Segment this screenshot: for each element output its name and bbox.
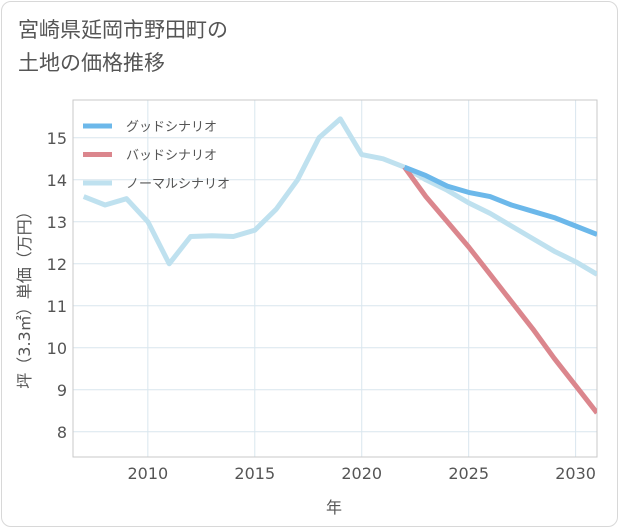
x-axis-label: 年 [326, 498, 342, 517]
x-tick-label: 2015 [234, 464, 275, 483]
x-tick-label: 2025 [448, 464, 489, 483]
legend-label-normal: ノーマルシナリオ [126, 177, 230, 192]
grid-lines [73, 100, 597, 457]
plot-area [72, 99, 598, 458]
series-line-good [403, 164, 597, 237]
chart-title: 宮崎県延岡市野田町の 土地の価格推移 [18, 14, 228, 80]
x-tick-label: 2030 [555, 464, 596, 483]
y-tick-label: 15 [47, 129, 67, 148]
x-tick-label: 2010 [127, 464, 168, 483]
x-axis-ticks: 2010 2015 2020 2025 2030 [127, 464, 595, 483]
y-axis-label: 坪（3.3㎡）単価（万円） [15, 203, 34, 388]
chart-title-line-2: 土地の価格推移 [18, 51, 165, 75]
chart-title-line-1: 宮崎県延岡市野田町の [18, 18, 228, 42]
series-line-bad [402, 165, 597, 415]
y-tick-label: 10 [47, 339, 67, 358]
y-tick-label: 9 [57, 381, 67, 400]
y-tick-label: 12 [47, 255, 67, 274]
y-axis-ticks: 8 9 10 11 12 13 14 15 [47, 129, 67, 442]
series-layer [82, 116, 597, 415]
y-tick-label: 14 [47, 171, 67, 190]
y-tick-label: 8 [57, 423, 67, 442]
legend-label-good: グッドシナリオ [126, 120, 217, 135]
x-tick-label: 2020 [341, 464, 382, 483]
series-line-normal [82, 116, 597, 277]
legend-label-bad: バッドシナリオ [126, 149, 217, 164]
y-tick-label: 13 [47, 213, 67, 232]
y-tick-label: 11 [47, 297, 67, 316]
